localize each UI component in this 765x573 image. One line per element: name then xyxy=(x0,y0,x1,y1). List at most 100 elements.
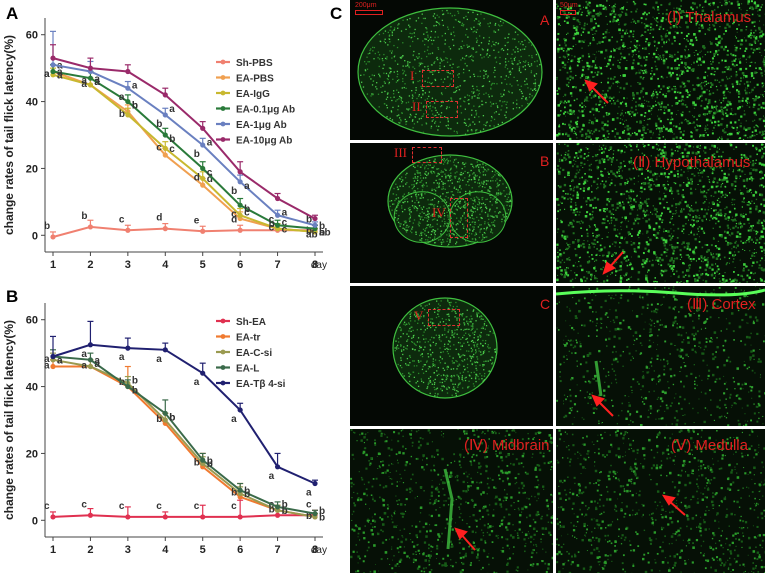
signal-dot xyxy=(681,81,684,84)
signal-dot xyxy=(496,199,498,201)
signal-dot xyxy=(663,228,665,230)
signal-dot xyxy=(582,27,586,31)
signal-dot xyxy=(638,129,641,133)
signal-dot xyxy=(426,185,428,187)
signal-dot xyxy=(734,121,737,124)
signal-dot xyxy=(706,82,709,84)
signal-dot xyxy=(586,23,588,25)
signal-dot xyxy=(681,98,684,101)
signal-dot xyxy=(730,132,733,136)
signal-dot xyxy=(656,96,658,99)
signal-dot xyxy=(662,270,665,273)
signal-dot xyxy=(617,65,620,68)
signal-dot xyxy=(650,28,652,31)
signal-dot xyxy=(479,75,481,78)
signal-dot xyxy=(622,45,625,48)
signal-dot xyxy=(500,109,502,111)
signal-dot xyxy=(569,7,573,10)
signal-dot xyxy=(433,206,435,208)
signal-dot xyxy=(589,130,591,132)
signal-dot xyxy=(451,201,453,203)
signal-dot xyxy=(491,95,493,97)
signal-dot xyxy=(439,105,442,108)
signal-dot xyxy=(460,45,462,48)
signal-dot xyxy=(705,131,707,134)
x-tick-label: 3 xyxy=(125,259,131,271)
signal-dot xyxy=(566,7,570,11)
signal-dot xyxy=(662,93,665,96)
signal-dot xyxy=(686,80,689,82)
signal-dot xyxy=(667,207,670,210)
signal-dot xyxy=(577,241,579,243)
signal-dot xyxy=(730,280,733,283)
signal-dot xyxy=(643,208,645,210)
signal-dot xyxy=(756,133,758,135)
signal-dot xyxy=(415,195,418,198)
signal-dot xyxy=(638,229,641,232)
signal-dot xyxy=(708,110,711,113)
signal-dot xyxy=(622,75,625,77)
signal-dot xyxy=(449,83,452,85)
signal-dot xyxy=(510,57,512,60)
signal-dot xyxy=(561,133,564,136)
signal-dot xyxy=(566,77,569,80)
signal-dot xyxy=(567,244,569,246)
signal-dot xyxy=(579,104,581,107)
signal-dot xyxy=(751,88,754,92)
signal-dot xyxy=(636,20,640,23)
signal-dot xyxy=(705,218,707,220)
signal-dot xyxy=(711,268,714,271)
signal-dot xyxy=(457,86,459,88)
signal-dot xyxy=(717,273,719,275)
signal-dot xyxy=(738,119,740,122)
signal-dot xyxy=(559,103,562,105)
signal-dot xyxy=(504,100,506,103)
signal-dot xyxy=(723,230,726,233)
signal-dot xyxy=(708,99,711,102)
signal-dot xyxy=(690,6,693,9)
signal-dot xyxy=(485,164,487,167)
signal-dot xyxy=(436,187,438,189)
signal-dot xyxy=(722,33,725,36)
signal-dot xyxy=(702,169,706,172)
signal-dot xyxy=(498,51,500,53)
signal-dot xyxy=(754,7,756,9)
signal-dot xyxy=(711,14,714,16)
signal-dot xyxy=(493,31,495,33)
signal-dot xyxy=(687,91,689,94)
signal-dot xyxy=(597,153,599,156)
signal-dot xyxy=(659,91,661,94)
signal-dot xyxy=(756,261,759,264)
signal-dot xyxy=(624,112,627,114)
signal-dot xyxy=(433,171,435,173)
signal-dot xyxy=(566,49,568,52)
signal-dot xyxy=(415,233,417,235)
significance-label: a xyxy=(57,355,63,366)
signal-dot xyxy=(588,135,591,139)
signal-dot xyxy=(741,170,744,173)
signal-dot xyxy=(698,179,702,182)
signal-dot xyxy=(444,39,447,41)
signal-dot xyxy=(585,137,587,139)
significance-label: b xyxy=(269,504,275,515)
signal-dot xyxy=(563,63,567,67)
signal-dot xyxy=(686,96,689,99)
signal-dot xyxy=(433,39,435,42)
signal-dot xyxy=(506,198,508,200)
signal-dot xyxy=(507,41,509,43)
signal-dot xyxy=(689,162,692,165)
signal-dot xyxy=(694,36,697,39)
signal-dot xyxy=(660,129,663,132)
signal-dot xyxy=(582,123,584,125)
signal-dot xyxy=(626,32,629,34)
signal-dot xyxy=(450,98,453,100)
signal-dot xyxy=(669,26,672,29)
significance-label: a xyxy=(119,352,125,363)
signal-dot xyxy=(681,230,684,233)
signal-dot xyxy=(713,277,716,279)
signal-dot xyxy=(474,123,476,125)
signal-dot xyxy=(450,33,452,35)
signal-dot xyxy=(717,124,720,127)
signal-dot xyxy=(490,115,493,118)
signal-dot xyxy=(689,187,693,190)
